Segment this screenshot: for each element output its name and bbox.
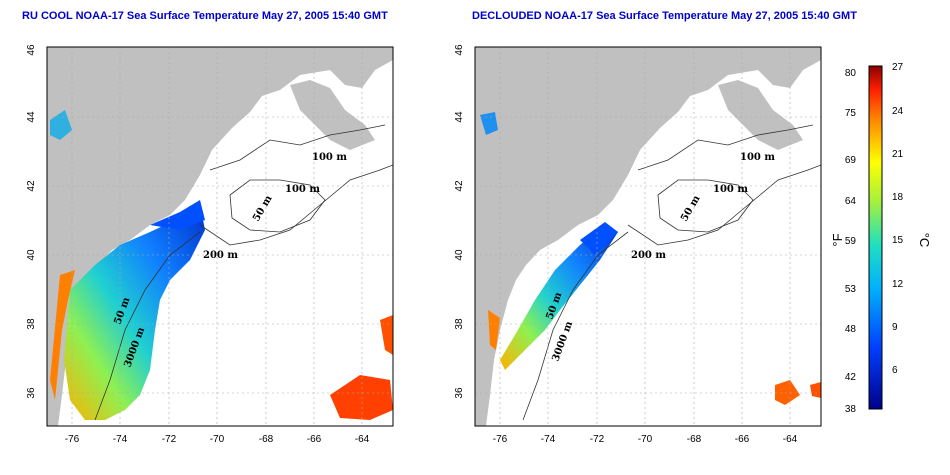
left-lon-tick: -70 xyxy=(210,434,225,445)
right-lon-tick: -76 xyxy=(493,434,508,445)
colorbar-celsius-ticks: 27 24 21 18 15 12 9 6 xyxy=(892,62,904,376)
right-isobath-label-200m: 200 m xyxy=(631,250,666,261)
left-isobath-label-100m-a: 100 m xyxy=(312,152,347,163)
fahrenheit-tick: 38 xyxy=(845,404,857,415)
left-map-title: RU COOL NOAA-17 Sea Surface Temperature … xyxy=(22,10,388,22)
right-map-frame xyxy=(474,46,822,427)
left-map-frame xyxy=(46,46,394,427)
right-lat-tick: 42 xyxy=(454,180,465,192)
right-map-panel: 100 m 100 m 50 m 200 m 50 m 3000 m -76 -… xyxy=(454,44,822,445)
left-lon-tick: -74 xyxy=(113,434,128,445)
fahrenheit-tick: 48 xyxy=(845,324,857,335)
left-lat-axis: 46 44 42 40 38 36 xyxy=(26,44,37,399)
right-graticule xyxy=(475,47,821,426)
fahrenheit-tick: 80 xyxy=(845,68,857,79)
right-isobath-100m xyxy=(637,124,814,171)
left-map-panel: 100 m 100 m 50 m 200 m 50 m 3000 m -76 -… xyxy=(26,44,394,445)
colorbar-gradient xyxy=(868,65,883,410)
right-lon-tick: -68 xyxy=(687,434,702,445)
right-sst-patch-north xyxy=(480,112,498,135)
right-sst-cold-core xyxy=(580,222,618,255)
right-sst-warm-eddy xyxy=(775,380,800,405)
celsius-tick: 12 xyxy=(892,279,904,290)
right-isobath-200m xyxy=(627,164,821,246)
right-nova-scotia xyxy=(718,80,803,150)
right-lon-tick: -64 xyxy=(783,434,798,445)
left-lat-tick: 46 xyxy=(26,44,37,56)
celsius-tick: 9 xyxy=(892,322,898,333)
right-lat-axis: 46 44 42 40 38 36 xyxy=(454,44,465,399)
right-lat-tick: 38 xyxy=(454,318,465,330)
left-sst-cold-core xyxy=(150,200,205,230)
fahrenheit-tick: 64 xyxy=(845,196,857,207)
left-isobath-200m xyxy=(199,164,393,246)
left-sst-warm-east xyxy=(380,315,393,355)
left-isobath-label-100m-b: 100 m xyxy=(285,184,320,195)
left-isobath-georges xyxy=(229,179,326,233)
colorbar-fahrenheit-ticks: 80 75 69 64 59 53 48 42 38 xyxy=(845,68,857,415)
left-isobath-label-200m: 200 m xyxy=(203,250,238,261)
fahrenheit-tick: 53 xyxy=(845,284,857,295)
left-sst-plume xyxy=(64,205,205,420)
left-lat-tick: 36 xyxy=(26,387,37,399)
left-lon-axis: -76 -74 -72 -70 -68 -66 -64 xyxy=(65,434,370,445)
left-graticule xyxy=(47,47,393,426)
left-lon-tick: -64 xyxy=(355,434,370,445)
fahrenheit-tick: 75 xyxy=(845,108,857,119)
right-land-mass xyxy=(475,47,821,426)
right-lat-tick: 44 xyxy=(454,111,465,123)
left-lon-tick: -68 xyxy=(259,434,274,445)
celsius-tick: 18 xyxy=(892,192,904,203)
left-isobath-3000m xyxy=(94,231,201,421)
celsius-tick: 6 xyxy=(892,365,898,376)
right-sst-bay-warm xyxy=(488,310,500,350)
fahrenheit-tick: 69 xyxy=(845,155,857,166)
celsius-tick: 15 xyxy=(892,235,904,246)
fahrenheit-tick: 59 xyxy=(845,236,857,247)
right-lon-tick: -74 xyxy=(541,434,556,445)
right-lat-tick: 46 xyxy=(454,44,465,56)
fahrenheit-unit-label: °F xyxy=(830,233,845,246)
left-nova-scotia xyxy=(290,80,375,150)
celsius-unit-label: °C xyxy=(917,233,932,248)
right-lon-tick: -66 xyxy=(735,434,750,445)
right-lon-tick: -70 xyxy=(638,434,653,445)
left-sst-patch-north xyxy=(50,110,72,140)
right-isobath-label-100m-a: 100 m xyxy=(740,152,775,163)
right-sst-plume xyxy=(500,225,618,370)
left-lat-tick: 42 xyxy=(26,180,37,192)
celsius-tick: 24 xyxy=(892,106,904,117)
left-lon-tick: -76 xyxy=(65,434,80,445)
left-lat-tick: 40 xyxy=(26,249,37,261)
left-sst-warm-eddy xyxy=(330,375,393,420)
celsius-tick: 27 xyxy=(892,62,904,73)
fahrenheit-tick: 42 xyxy=(845,372,857,383)
left-lat-tick: 44 xyxy=(26,111,37,123)
left-sst-bay-warm xyxy=(50,270,75,400)
right-lon-tick: -72 xyxy=(590,434,605,445)
right-isobath-georges xyxy=(657,179,754,233)
left-lat-tick: 38 xyxy=(26,318,37,330)
left-lon-tick: -72 xyxy=(162,434,177,445)
left-isobath-100m xyxy=(209,124,386,171)
right-isobath-label-100m-b: 100 m xyxy=(713,184,748,195)
left-land-mass xyxy=(47,47,393,426)
left-lon-tick: -66 xyxy=(307,434,322,445)
colorbar: 80 75 69 64 59 53 48 42 38 27 24 21 18 1… xyxy=(830,62,932,415)
right-lat-tick: 40 xyxy=(454,249,465,261)
right-lat-tick: 36 xyxy=(454,387,465,399)
right-sst-warm-east xyxy=(810,382,821,398)
right-lon-axis: -76 -74 -72 -70 -68 -66 -64 xyxy=(493,434,798,445)
celsius-tick: 21 xyxy=(892,149,904,160)
right-map-title: DECLOUDED NOAA-17 Sea Surface Temperatur… xyxy=(472,10,857,22)
right-isobath-3000m xyxy=(522,231,629,421)
